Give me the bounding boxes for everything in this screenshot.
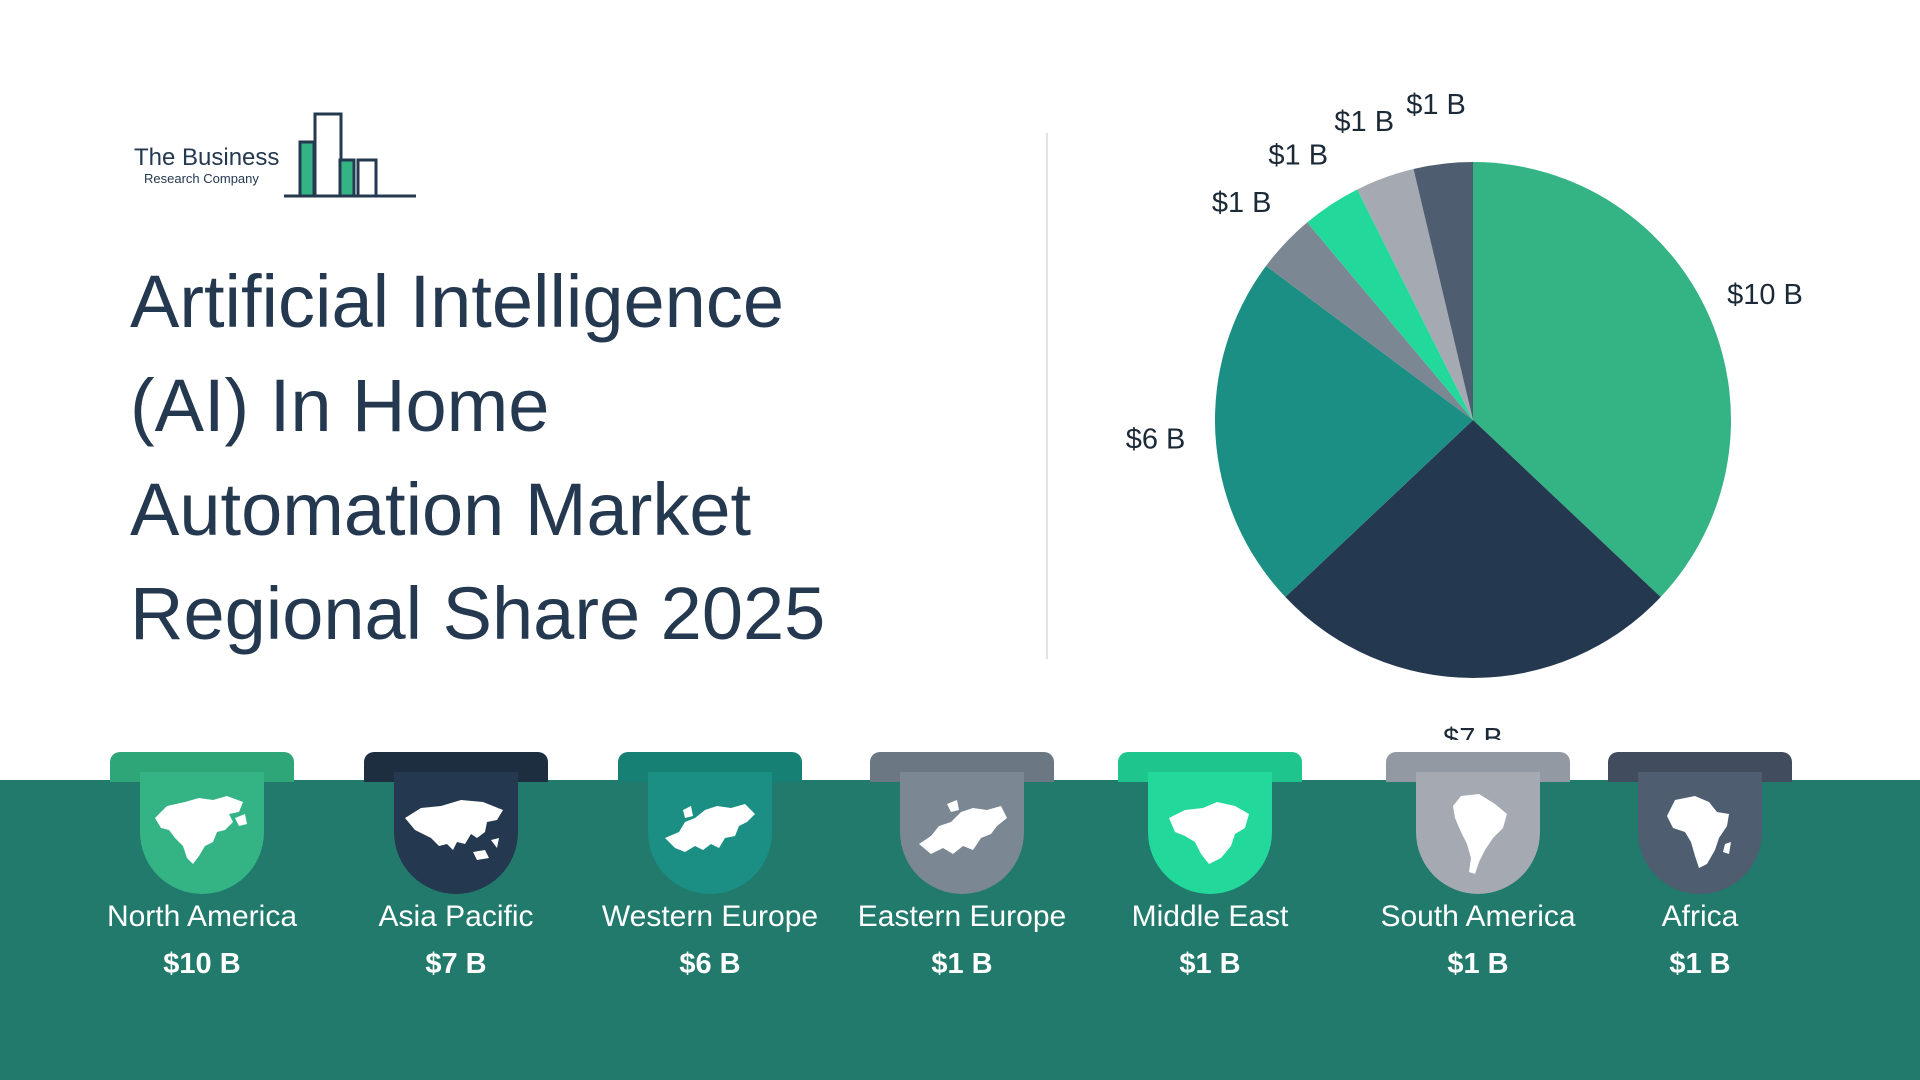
logo-name: The Business bbox=[134, 144, 280, 171]
pie-chart: $10 B$7 B$6 B$1 B$1 B$1 B$1 B bbox=[1126, 89, 1803, 740]
south-america-map-icon bbox=[1453, 794, 1507, 874]
region-name: South America bbox=[1380, 900, 1576, 933]
pie-label-south-america: $1 B bbox=[1334, 106, 1394, 138]
region-card-asia-pacific: Asia Pacific $7 B bbox=[336, 752, 576, 1012]
pie-slice-western-europe bbox=[1215, 265, 1473, 598]
page-title: Artificial Intelligence (AI) In Home Aut… bbox=[130, 250, 890, 666]
region-card-western-europe: Western Europe $6 B bbox=[590, 752, 830, 1012]
pie-label-north-america: $10 B bbox=[1727, 279, 1803, 311]
region-value: $7 B bbox=[425, 948, 487, 980]
region-name: North America bbox=[106, 900, 298, 933]
region-name: Asia Pacific bbox=[378, 900, 534, 933]
region-name: Africa bbox=[1661, 900, 1739, 933]
region-card-north-america: North America $10 B bbox=[82, 752, 322, 1012]
company-logo: The Business Research Company bbox=[134, 108, 424, 198]
title-line-1: Artificial Intelligence bbox=[130, 260, 784, 343]
region-card-africa: Africa $1 B bbox=[1580, 752, 1820, 1012]
pie-label-asia-pacific: $7 B bbox=[1443, 723, 1503, 740]
pie-slice-middle-east bbox=[1307, 189, 1473, 420]
pie-label-eastern-europe: $1 B bbox=[1212, 187, 1272, 219]
pie-label-western-europe: $6 B bbox=[1126, 423, 1186, 455]
region-value: $1 B bbox=[931, 948, 993, 980]
title-line-4: Regional Share 2025 bbox=[130, 572, 826, 655]
region-value: $10 B bbox=[163, 948, 241, 980]
region-badge bbox=[1416, 772, 1540, 894]
region-value: $1 B bbox=[1179, 948, 1241, 980]
region-value: $1 B bbox=[1669, 948, 1731, 980]
title-line-2: (AI) In Home bbox=[130, 364, 550, 447]
vertical-divider bbox=[1046, 133, 1048, 659]
pie-label-africa: $1 B bbox=[1406, 89, 1466, 121]
region-value: $1 B bbox=[1447, 948, 1509, 980]
region-card-middle-east: Middle East $1 B bbox=[1090, 752, 1330, 1012]
logo-buildings-icon bbox=[284, 112, 416, 198]
region-name: Eastern Europe bbox=[857, 900, 1067, 933]
logo-subname: Research Company bbox=[144, 171, 259, 186]
region-badge bbox=[900, 772, 1024, 894]
title-line-3: Automation Market bbox=[130, 468, 752, 551]
middle-east-map-icon bbox=[1169, 802, 1249, 864]
africa-map-icon bbox=[1667, 796, 1731, 868]
pie-slice-north-america bbox=[1473, 162, 1731, 598]
eastern-europe-map-icon bbox=[919, 800, 1007, 854]
region-badge bbox=[140, 772, 264, 894]
pie-label-middle-east: $1 B bbox=[1268, 139, 1328, 171]
region-badge bbox=[648, 772, 772, 894]
pie-slice-south-america bbox=[1357, 168, 1473, 420]
pie-slice-asia-pacific bbox=[1285, 420, 1661, 679]
pie-slice-eastern-europe bbox=[1266, 222, 1473, 420]
asia-map-icon bbox=[405, 800, 503, 860]
north-america-map-icon bbox=[155, 796, 247, 864]
region-badge bbox=[394, 772, 518, 894]
western-europe-map-icon bbox=[665, 804, 755, 852]
pie-slice-africa bbox=[1413, 162, 1473, 420]
region-value: $6 B bbox=[679, 948, 741, 980]
region-badge bbox=[1638, 772, 1762, 894]
region-card-eastern-europe: Eastern Europe $1 B bbox=[842, 752, 1082, 1012]
region-card-south-america: South America $1 B bbox=[1358, 752, 1598, 1012]
region-name: Middle East bbox=[1131, 900, 1289, 933]
region-name: Western Europe bbox=[601, 900, 819, 933]
region-badge bbox=[1148, 772, 1272, 894]
